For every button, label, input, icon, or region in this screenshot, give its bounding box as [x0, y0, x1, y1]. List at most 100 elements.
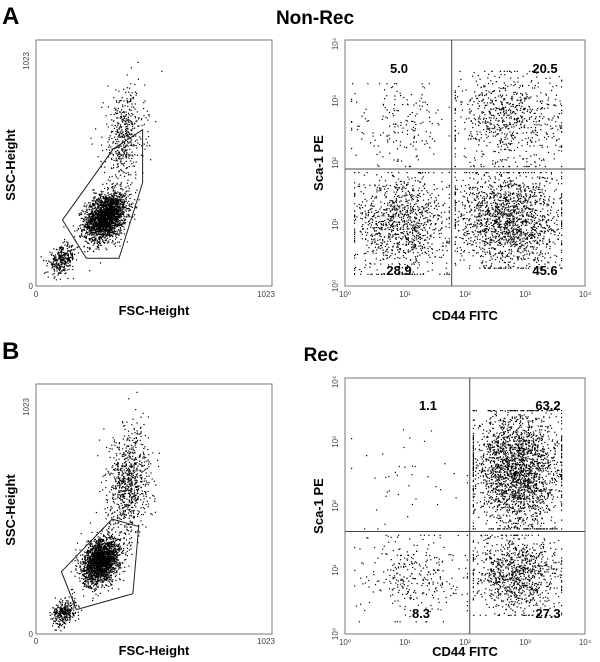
panel-a-fsc-ssc-event-dot	[107, 187, 109, 190]
panel-a-fsc-ssc-event-dot	[130, 143, 133, 145]
panel-a-fsc-ssc-event-dot	[60, 247, 62, 249]
panel-a-fsc-ssc-event-dot	[67, 260, 69, 262]
panel-a-fsc-ssc-event-dot	[131, 121, 133, 123]
panel-a-quadrant-event-dot	[483, 86, 485, 88]
panel-a-quadrant-event-dot	[535, 121, 537, 123]
panel-a-quadrant-event-dot	[497, 120, 499, 122]
panel-a-fsc-ssc-event-dot	[103, 234, 105, 236]
panel-a-quadrant-event-dot	[515, 105, 518, 107]
panel-a-fsc-ssc-event-dot	[97, 214, 99, 216]
panel-a-fsc-ssc-event-dot	[92, 236, 94, 238]
panel-a-quadrant-event-dot	[394, 225, 396, 227]
panel-a-fsc-ssc-event-dot	[76, 230, 78, 232]
panel-a-quadrant-event-dot	[524, 127, 526, 129]
panel-a-quadrant-event-dot	[505, 94, 508, 96]
panel-a-quadrant-event-dot	[406, 267, 409, 269]
panel-a-quadrant-event-dot	[540, 92, 542, 94]
panel-a-quadrant-event-dot	[380, 226, 382, 229]
panel-a-fsc-ssc-event-dot	[63, 251, 65, 253]
panel-a-quadrant-event-dot	[392, 245, 394, 247]
panel-a-quadrant-event-dot	[412, 225, 414, 227]
panel-a-quadrant-event-dot	[386, 109, 388, 111]
panel-a-quadrant-event-dot	[454, 134, 456, 137]
panel-a-quadrant-event-dot	[494, 131, 497, 133]
panel-a-fsc-ssc-event-dot	[99, 233, 101, 236]
panel-a-quadrant-event-dot	[559, 146, 561, 148]
panel-a-fsc-ssc-event-dot	[128, 204, 130, 206]
panel-a-quadrant-event-dot	[510, 113, 512, 115]
panel-a-quadrant-event-dot	[396, 223, 398, 225]
panel-a-quadrant-event-dot	[401, 232, 403, 234]
panel-a-quadrant-event-dot	[454, 94, 456, 96]
panel-a-quadrant-event-dot	[413, 227, 415, 229]
panel-a-quadrant-event-dot	[528, 118, 530, 120]
panel-a-quadrant-event-dot	[522, 132, 524, 134]
panel-a-fsc-ssc-event-dot	[93, 226, 95, 229]
panel-a-quadrant-event-dot	[374, 238, 376, 240]
panel-a: A Non-Rec 0 1023 0 1023 FSC-Height SSC-H…	[2, 3, 592, 323]
panel-a-quadrant-event-dot	[412, 188, 414, 190]
panel-a-fsc-ssc-event-dot	[59, 269, 61, 271]
panel-a-fsc-ssc-event-dot	[81, 230, 83, 232]
panel-a-quadrant-event-dot	[531, 80, 533, 82]
panel-a-quadrant-event-dot	[366, 228, 368, 230]
panel-a-fsc-ssc-event-dot	[90, 238, 92, 240]
panel-a-quadrant-event-dot	[475, 137, 477, 139]
panel-a-fsc-ssc-event-dot	[127, 130, 129, 132]
panel-a-quadrant-event-dot	[526, 143, 528, 145]
panel-a-fsc-ssc-event-dot	[118, 234, 120, 236]
panel-a-fsc-ssc-event-dot	[133, 165, 136, 167]
panel-a-quadrant-event-dot	[397, 257, 399, 259]
panel-a-quadrant-event-dot	[516, 92, 518, 94]
panel-a-fsc-ssc-event-dot	[53, 258, 55, 260]
panel-a-quadrant-event-dot	[398, 272, 400, 274]
panel-a-fsc-ssc-event-dot	[99, 217, 102, 219]
panel-a-fsc-ssc-event-dot	[49, 251, 51, 253]
panel-a-fsc-ssc-event-dot	[90, 206, 92, 209]
panel-a-quadrant-event-dot	[460, 116, 462, 118]
panel-a-quadrant-event-dot	[498, 124, 500, 126]
panel-a-quadrant-event-dot	[365, 214, 367, 216]
panel-a-fsc-ssc-event-dot	[96, 199, 98, 201]
panel-a-quadrant-event-dot	[490, 92, 492, 94]
panel-a-quadrant-event-dot	[545, 77, 547, 79]
panel-a-quadrant-event-dot	[527, 165, 529, 168]
panel-a-quadrant-event-dot	[424, 207, 426, 209]
panel-a-quadrant-event-dot	[492, 114, 494, 116]
panel-a-fsc-ssc-event-dot	[98, 197, 100, 199]
panel-a-fsc-ssc-event-dot	[107, 228, 109, 230]
panel-a-quadrant-event-dot	[379, 187, 381, 189]
panel-a-fsc-ssc-event-dot	[114, 190, 116, 192]
panel-a-quadrant-event-dot	[478, 138, 480, 141]
panel-a-fsc-ssc-event-dot	[58, 264, 61, 266]
panel-a-fsc-ssc-event-dot	[104, 239, 106, 241]
panel-a-fsc-ssc-event-dot	[93, 225, 95, 227]
panel-a-quadrant-event-dot	[469, 161, 471, 163]
panel-a-fsc-ssc-event-dot	[59, 278, 61, 280]
panel-a-fsc-ssc-event-dot	[107, 189, 109, 191]
panel-a-quadrant-event-dot	[432, 252, 434, 254]
panel-a-quadrant-event-dot	[504, 136, 506, 138]
panel-a-quadrant-event-dot	[400, 124, 402, 126]
panel-a-fsc-ssc-event-dot	[109, 211, 112, 213]
panel-a-quadrant-event-dot	[446, 186, 448, 188]
panel-a-gate-polygon	[61, 128, 144, 259]
panel-a-quadrant-event-dot	[388, 223, 390, 225]
panel-a-quadrant-event-dot	[380, 188, 382, 190]
panel-a-quadrant-event-dot	[404, 214, 406, 216]
panel-a-fsc-ssc-event-dot	[102, 217, 104, 219]
panel-a-fsc-ssc-event-dot	[121, 163, 123, 165]
panel-a-fsc-ssc-event-dot	[99, 227, 101, 229]
panel-a-fsc-ssc-event-dot	[108, 206, 110, 208]
panel-a-fsc-ssc-event-dot	[48, 260, 50, 262]
panel-a-quadrant-event-dot	[417, 206, 419, 208]
panel-a-fsc-ssc-event-dot	[89, 229, 91, 231]
panel-a-fsc-ssc-event-dot	[118, 211, 120, 213]
panel-a-quadrant-event-dot	[385, 249, 388, 251]
panel-a-fsc-ssc-event-dot	[130, 134, 132, 136]
panel-a-fsc-ssc-event-dot	[105, 217, 107, 219]
panel-a-quadrant-event-dot	[430, 220, 432, 222]
panel-a-quadrant-event-dot	[373, 215, 375, 217]
panel-a-quadrant-event-dot	[481, 150, 483, 152]
panel-a-fsc-ssc-event-dot	[122, 207, 124, 209]
